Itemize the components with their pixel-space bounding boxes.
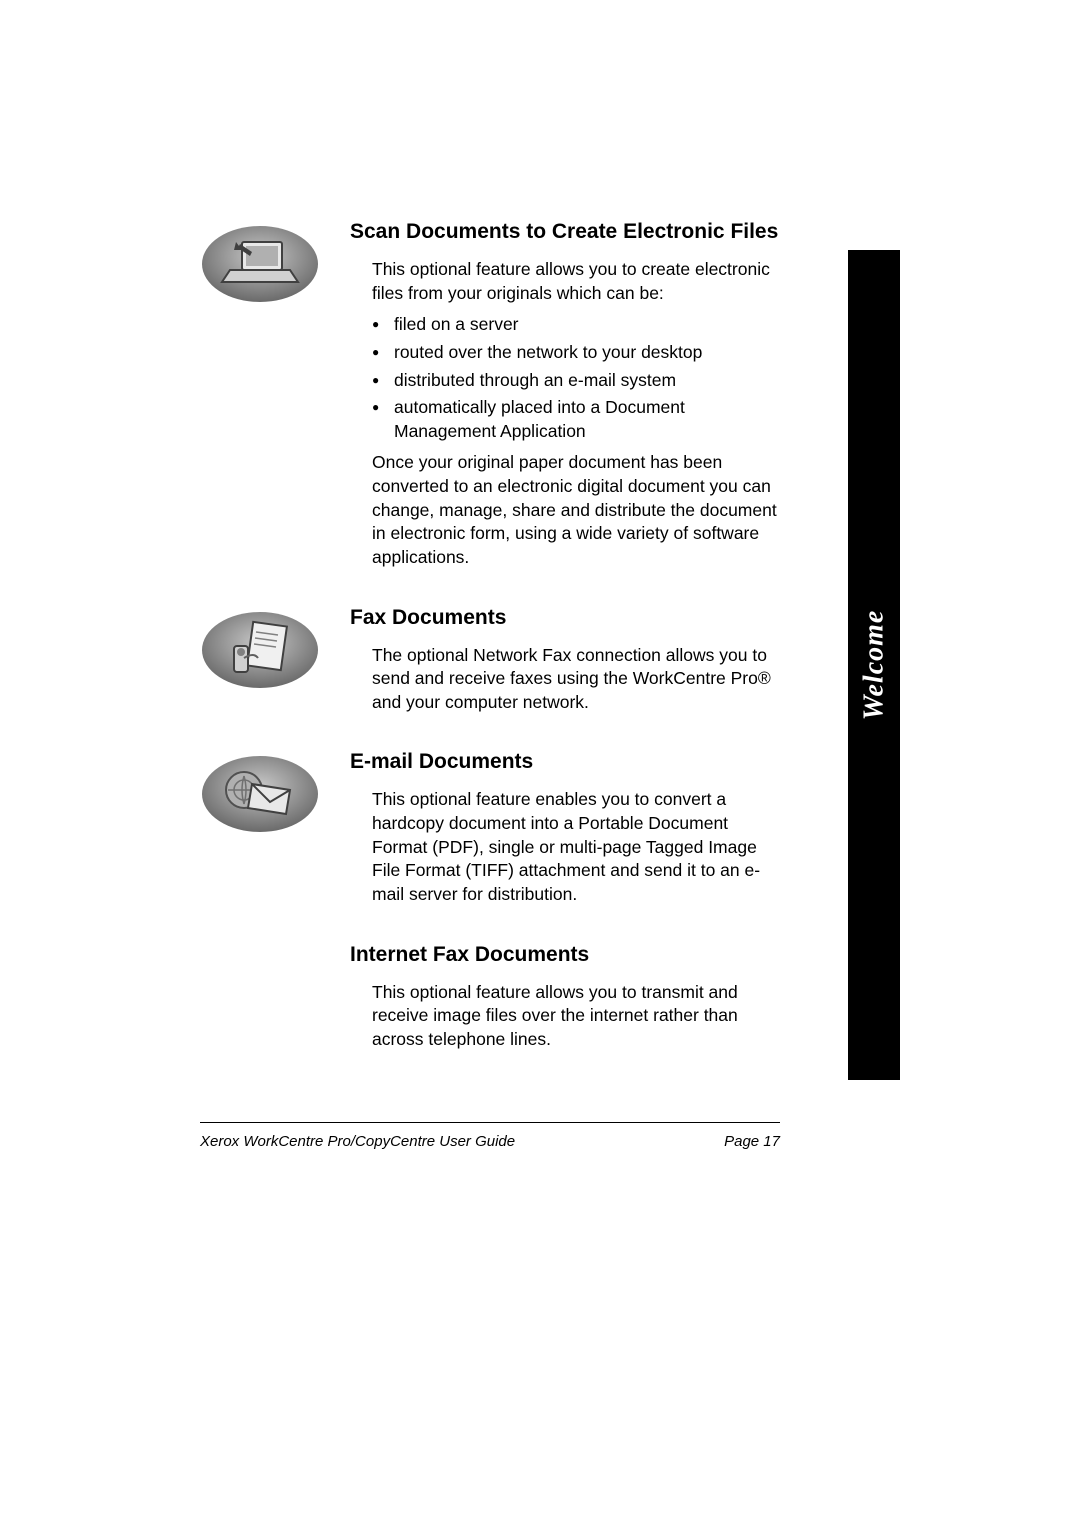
section-heading: Internet Fax Documents	[350, 943, 780, 967]
section-heading: Scan Documents to Create Electronic File…	[350, 220, 780, 244]
content-area: Scan Documents to Create Electronic File…	[200, 220, 780, 1059]
section-email: E-mail Documents This optional feature e…	[200, 750, 780, 914]
intro-text: The optional Network Fax connection allo…	[350, 644, 780, 715]
section-fax: Fax Documents The optional Network Fax c…	[200, 606, 780, 723]
sidebar-tab: Welcome	[848, 250, 900, 1080]
sidebar-label: Welcome	[858, 610, 890, 721]
section-heading: Fax Documents	[350, 606, 780, 630]
section-ifax: Internet Fax Documents This optional fea…	[200, 943, 780, 1060]
footer-right: Page 17	[724, 1133, 780, 1150]
icon-column	[200, 943, 350, 947]
text-column: Scan Documents to Create Electronic File…	[350, 220, 780, 578]
fax-doc-icon	[200, 610, 320, 690]
icon-column	[200, 220, 350, 304]
section-scan: Scan Documents to Create Electronic File…	[200, 220, 780, 578]
outro-text: Once your original paper document has be…	[350, 451, 780, 569]
document-page: Welcome	[0, 0, 1080, 1528]
intro-text: This optional feature allows you to tran…	[350, 981, 780, 1052]
icon-column	[200, 606, 350, 690]
scan-laptop-icon	[200, 224, 320, 304]
footer-left: Xerox WorkCentre Pro/CopyCentre User Gui…	[200, 1133, 515, 1150]
icon-column	[200, 750, 350, 834]
text-column: Internet Fax Documents This optional fea…	[350, 943, 780, 1060]
text-column: Fax Documents The optional Network Fax c…	[350, 606, 780, 723]
list-item: filed on a server	[372, 313, 780, 337]
intro-text: This optional feature enables you to con…	[350, 788, 780, 906]
list-item: automatically placed into a Document Man…	[372, 396, 780, 443]
text-column: E-mail Documents This optional feature e…	[350, 750, 780, 914]
list-item: distributed through an e-mail system	[372, 369, 780, 393]
list-item: routed over the network to your desktop	[372, 341, 780, 365]
section-heading: E-mail Documents	[350, 750, 780, 774]
page-footer: Xerox WorkCentre Pro/CopyCentre User Gui…	[200, 1122, 780, 1150]
bullet-list: filed on a server routed over the networ…	[350, 313, 780, 443]
intro-text: This optional feature allows you to crea…	[350, 258, 780, 305]
email-envelope-icon	[200, 754, 320, 834]
